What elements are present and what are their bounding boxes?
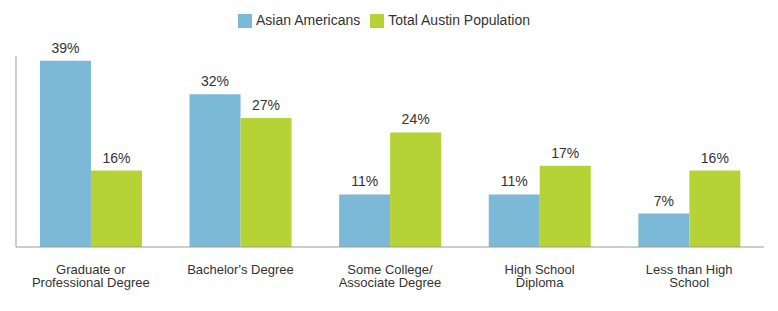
svg-text:Less than HighSchool: Less than HighSchool xyxy=(646,262,733,290)
svg-text:27%: 27% xyxy=(252,97,280,113)
svg-text:16%: 16% xyxy=(701,150,729,166)
svg-text:39%: 39% xyxy=(51,40,79,56)
svg-text:16%: 16% xyxy=(102,150,130,166)
svg-text:17%: 17% xyxy=(551,145,579,161)
html-text:Asian Americans: Asian Americans xyxy=(256,12,361,28)
svg-text:11%: 11% xyxy=(501,173,528,189)
svg-text:24%: 24% xyxy=(402,111,430,127)
html-text:Total Austin Population: Total Austin Population xyxy=(388,12,530,28)
svg-text:Bachelor's Degree: Bachelor's Degree xyxy=(187,262,294,277)
svg-text:Graduate orProfessional Degree: Graduate orProfessional Degree xyxy=(32,262,150,290)
svg-text:Some College/Associate Degree: Some College/Associate Degree xyxy=(339,262,442,290)
svg-text:High SchoolDiploma: High SchoolDiploma xyxy=(505,262,575,290)
svg-text:7%: 7% xyxy=(654,193,674,209)
svg-text:11%: 11% xyxy=(351,173,378,189)
svg-text:32%: 32% xyxy=(201,73,229,89)
